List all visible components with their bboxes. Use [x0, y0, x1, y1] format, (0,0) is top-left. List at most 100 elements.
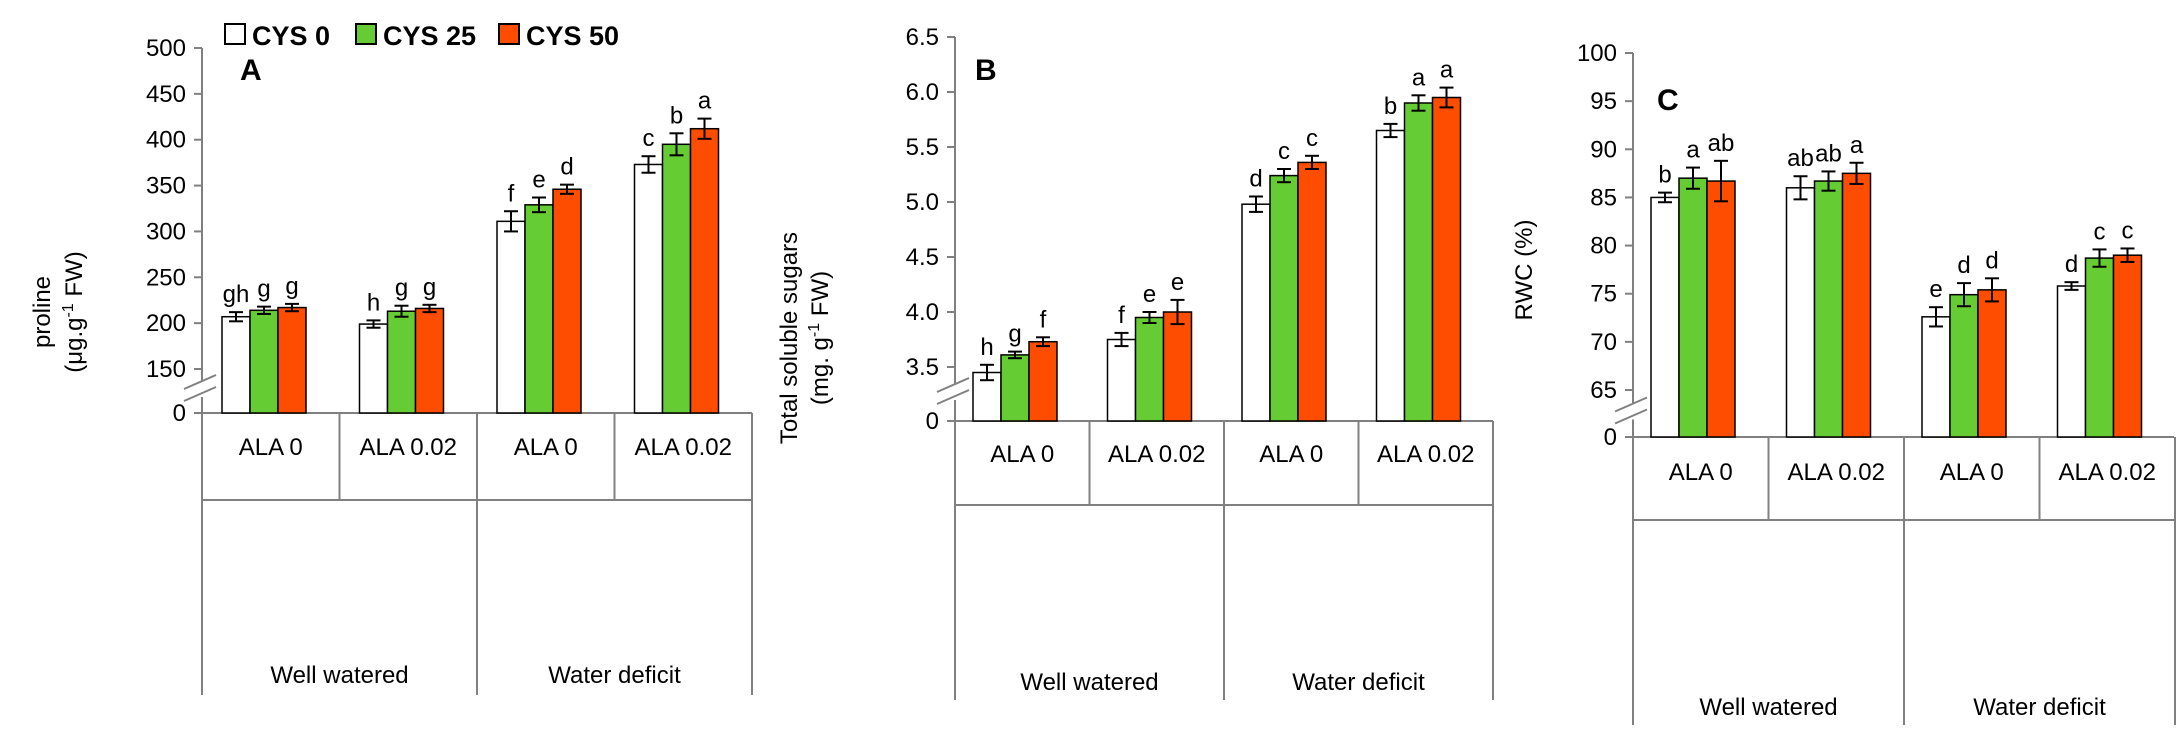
panel-a-axis-break-mark [183, 374, 217, 390]
panel-c-axis-break-mark [1614, 408, 1648, 425]
panel-b-significance-letter: c [1306, 125, 1318, 152]
panel-c-category-label: ALA 0 [1940, 459, 2004, 486]
panel-a-category-label: ALA 0 [514, 434, 578, 461]
panel-c-ylabel: RWC (%) [1511, 220, 1538, 321]
panel-c-group-label: Well watered [1699, 694, 1837, 721]
panel-a-bar-cys-0 [496, 220, 526, 414]
panel-b-bar-cys-25 [1269, 174, 1299, 422]
panel-c-axis-break-gap [1615, 403, 1651, 420]
panel-b-axis-break-gap [937, 384, 973, 400]
panel-a-y-tick-label: 350 [146, 173, 186, 200]
panel-a-axis-break-mark [183, 386, 217, 402]
panel-a-significance-letter: gh [223, 281, 250, 308]
panel-a-y-tick-label: 450 [146, 81, 186, 108]
panel-b-error-bar-cys-50 [1036, 336, 1050, 348]
panel-b-category-label: ALA 0 [990, 441, 1054, 468]
panel-a-chart: A 150 200 250 300 350 400 450 500 0 ALA 0 ALA 0.02 A… [146, 35, 753, 695]
panel-a-bar-cys-50 [552, 188, 582, 414]
panel-b-axis-break [936, 377, 973, 405]
panel-c-error-bar-cys-50 [2120, 247, 2135, 263]
panel-a-error-bar-cys-50 [560, 183, 574, 195]
panel-c-bar-cys-50 [1706, 180, 1736, 438]
panel-c-significance-letter: a [1686, 137, 1700, 164]
panel-b-significance-letter: a [1440, 57, 1454, 84]
panel-a-y-tick-label: 200 [146, 310, 186, 337]
panel-c-y-tick-label: 65 [1590, 377, 1617, 404]
panel-a-bar-cys-0 [221, 315, 251, 414]
panel-c-axis-break [1614, 396, 1651, 425]
panel-c-significance-letter: d [1985, 247, 1998, 274]
panel-b-y-tick-label: 4.5 [906, 244, 939, 271]
panel-c-significance-letter: d [1957, 252, 1970, 279]
panel-a-error-bar-cys-50 [285, 302, 299, 313]
panel-a-error-bar-cys-0 [229, 311, 243, 323]
panel-a-significance-letter: b [670, 102, 683, 129]
panel-c-axis-break-mark [1614, 396, 1648, 413]
panel-b-error-bar-cys-0 [980, 363, 994, 382]
panel-c-error-bar-cys-0 [1793, 175, 1808, 201]
panel-a-y-tick-label: 300 [146, 218, 186, 245]
panel-b-significance-letter: h [980, 334, 993, 361]
panel-c-bar-cys-50 [1977, 289, 2007, 438]
panel-b-category-label: ALA 0 [1259, 441, 1323, 468]
panel-b-letter: B [975, 54, 997, 87]
panel-c-category-label: ALA 0 [1669, 459, 1733, 486]
panel-b-bar-cys-0 [1106, 338, 1137, 422]
panel-a-error-bar-cys-50 [697, 117, 712, 140]
panel-a-error-bar-cys-25 [257, 305, 271, 315]
panel-a-bar-cys-25 [249, 309, 279, 414]
panel-b-y-tick-label-zero: 0 [926, 408, 939, 435]
panel-b-axis-break-mark [936, 389, 970, 405]
panel-a-bar-cys-25 [524, 204, 554, 414]
panel-b-significance-letter: c [1278, 138, 1290, 165]
panel-b-y-tick-label: 4.0 [906, 299, 939, 326]
panel-a-significance-letter: h [367, 289, 380, 316]
panel-c-bar-cys-0 [1650, 196, 1680, 438]
panel-c-bar-cys-0 [2056, 285, 2087, 438]
panel-b-chart: B 3.5 4.0 4.5 5.0 5.5 6.0 6.5 0 ALA 0 ALA 0.02 ALA … [906, 24, 1494, 700]
panel-c-bar-cys-25 [1949, 293, 1979, 438]
panel-a-error-bar-cys-0 [504, 210, 518, 233]
panel-b-bar-cys-25 [1134, 316, 1165, 422]
legend: CYS 0 CYS 25 CYS 50 [224, 21, 619, 51]
panel-a-category-label: ALA 0.02 [635, 434, 732, 461]
panel-b-error-bar-cys-25 [1277, 168, 1291, 184]
panel-a-significance-letter: g [285, 273, 298, 300]
panel-c-significance-letter: b [1658, 162, 1671, 189]
panel-c-y-tick-label: 100 [1577, 40, 1617, 67]
panel-a-category-label: ALA 0 [239, 434, 303, 461]
panel-c-y-tick-label: 75 [1590, 281, 1617, 308]
panel-a-bar-cys-25 [661, 143, 692, 414]
panel-c-bar-cys-0 [1921, 316, 1951, 438]
panel-c-error-bar-cys-50 [1714, 159, 1728, 203]
panel-b-bar-cys-0 [1241, 203, 1271, 422]
panel-b-significance-letter: e [1143, 281, 1156, 308]
legend-label-cys-25: CYS 25 [383, 21, 476, 51]
panel-a-y-tick-label-zero: 0 [173, 400, 186, 427]
panel-b-y-tick-label: 5.0 [906, 189, 939, 216]
panel-a-error-bar-cys-25 [532, 196, 546, 214]
panel-a-significance-letter: g [423, 274, 436, 301]
panel-b-error-bar-cys-50 [1305, 154, 1319, 170]
panel-c-category-label: ALA 0.02 [1788, 459, 1885, 486]
panel-c-y-tick-label: 80 [1590, 233, 1617, 260]
panel-c-bar-cys-25 [1813, 180, 1844, 438]
panel-b-category-label: ALA 0.02 [1377, 441, 1474, 468]
panel-c-error-bar-cys-25 [1957, 282, 1971, 308]
panel-a-bar-cys-0 [633, 163, 664, 414]
panel-c-y-tick-label: 85 [1590, 184, 1617, 211]
panel-b-bar-cys-50 [1431, 96, 1462, 422]
panel-a-significance-letter: a [698, 88, 712, 115]
panel-b-error-bar-cys-0 [1249, 195, 1263, 213]
panel-c-ylabel-main: RWC (%) [1511, 220, 1538, 321]
legend-item-cys-0: CYS 0 [224, 21, 330, 51]
panel-b-significance-letter: e [1171, 269, 1184, 296]
panel-c-y-tick-label: 90 [1590, 136, 1617, 163]
panel-a-y-tick-label: 250 [146, 264, 186, 291]
panel-c-y-tick-label: 70 [1590, 329, 1617, 356]
panel-a-significance-letter: c [643, 125, 655, 152]
panel-b-significance-letter: g [1008, 321, 1021, 348]
panel-c-significance-letter: d [2065, 251, 2078, 278]
legend-label-cys-0: CYS 0 [252, 21, 330, 51]
